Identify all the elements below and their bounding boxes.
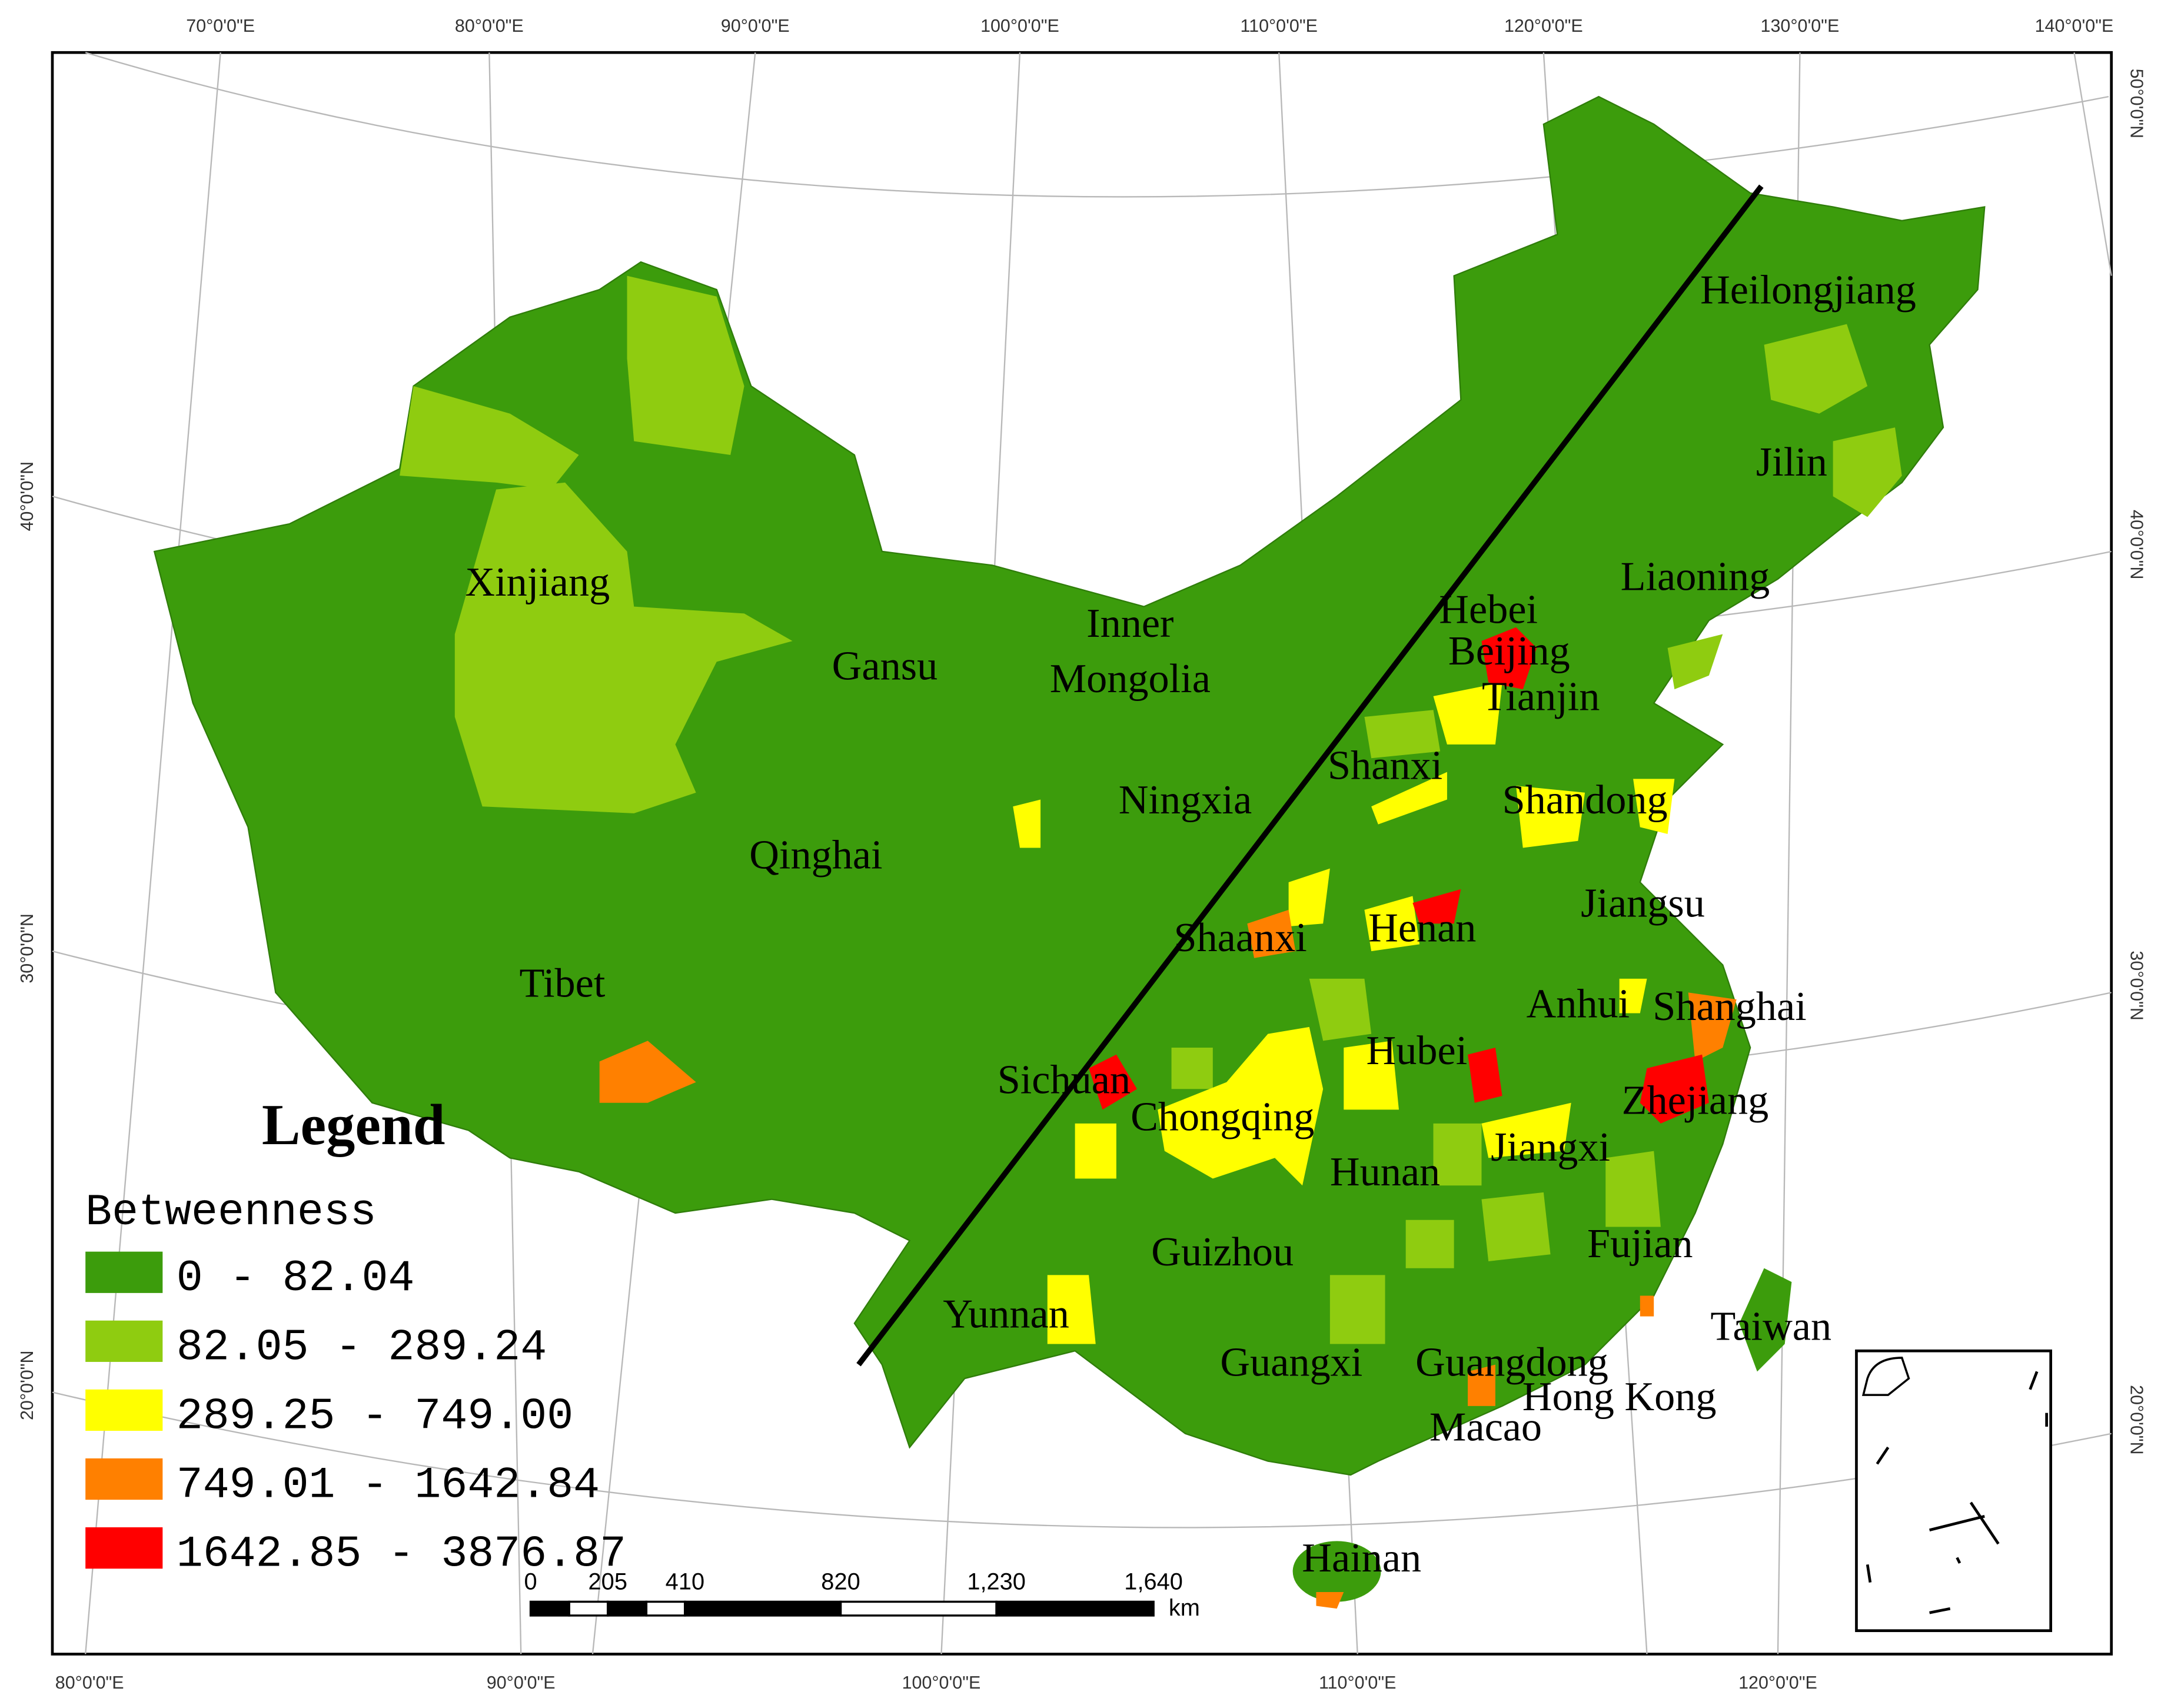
region-label: Hebei: [1439, 587, 1538, 633]
region-label: Macao: [1429, 1404, 1542, 1450]
scale-segment: [568, 1600, 609, 1617]
graticule-label: 40°0'0"N: [17, 461, 37, 531]
inset-outline: [1861, 1357, 1910, 1396]
graticule-label: 30°0'0"N: [17, 913, 37, 983]
inset-islands: [1866, 1371, 2048, 1614]
region-label: Liaoning: [1621, 554, 1770, 600]
inset-frame: [1855, 1349, 2052, 1632]
legend-swatch: [85, 1458, 163, 1500]
graticule-label: 90°0'0"E: [721, 16, 790, 36]
scale-segment: [995, 1600, 1155, 1617]
graticule-label: 50°0'0"N: [2126, 69, 2146, 138]
legend-label: 289.25 - 749.00: [177, 1391, 573, 1441]
graticule-label: 130°0'0"E: [1761, 16, 1840, 36]
scale-label: 410: [666, 1569, 704, 1594]
graticule-label: 80°0'0"E: [455, 16, 524, 36]
legend-label: 82.05 - 289.24: [177, 1322, 547, 1373]
region-label: Guangdong: [1415, 1339, 1608, 1385]
region-label: Hainan: [1302, 1535, 1421, 1581]
region-label: Hunan: [1330, 1149, 1440, 1195]
region-labels: Heilongjiang Jilin Liaoning Xinjiang Hebei In…: [465, 267, 1916, 1580]
graticule-label: 30°0'0"N: [2126, 951, 2146, 1020]
region-label: Ningxia: [1119, 777, 1252, 823]
china-map: [153, 95, 1986, 1609]
graticule-label: 90°0'0"E: [487, 1673, 556, 1693]
legend-field: Betweenness: [85, 1188, 377, 1238]
graticule-labels: 70°0'0"E 80°0'0"E 90°0'0"E 100°0'0"E 110°0'0…: [17, 16, 2146, 1693]
region-label: Mongolia: [1050, 656, 1211, 702]
graticule-label: 100°0'0"E: [902, 1673, 981, 1693]
graticule-label: 140°0'0"E: [2035, 16, 2114, 36]
legend: Legend Betweenness 0 - 82.04 82.05 - 289.24…: [85, 1093, 626, 1580]
scale-segment: [606, 1600, 648, 1617]
scale-label: 1,640: [1124, 1569, 1183, 1594]
region-label: Gansu: [832, 643, 938, 689]
graticule-label: 20°0'0"N: [17, 1351, 37, 1420]
legend-label: 0 - 82.04: [177, 1254, 415, 1304]
region-label: Shanxi: [1328, 742, 1442, 788]
region-label: Yunnan: [943, 1291, 1069, 1337]
legend-swatch: [85, 1389, 163, 1431]
graticule-label: 110°0'0"E: [1240, 16, 1317, 36]
region-label: Henan: [1368, 905, 1476, 951]
region-label: Inner: [1086, 600, 1173, 646]
graticule-label: 80°0'0"E: [55, 1673, 124, 1693]
region-label: Qinghai: [749, 832, 882, 878]
legend-swatch: [85, 1320, 163, 1362]
region-label: Beijing: [1448, 628, 1570, 674]
scale-segment: [529, 1600, 570, 1617]
region-label: Sichuan: [998, 1056, 1131, 1102]
region-label: Shandong: [1502, 777, 1668, 823]
scale-label: 1,230: [967, 1569, 1026, 1594]
region-label: Guangxi: [1220, 1339, 1362, 1385]
graticule-label: 120°0'0"E: [1738, 1673, 1817, 1693]
region-label: Anhui: [1527, 981, 1630, 1027]
region-label: Heilongjiang: [1700, 267, 1916, 313]
class-patches: [400, 275, 1902, 1609]
graticule-label: 70°0'0"E: [186, 16, 255, 36]
region-label: Tianjin: [1482, 673, 1600, 719]
region-label: Taiwan: [1710, 1303, 1831, 1349]
hainan-island: [1292, 1541, 1381, 1602]
region-label: Hubei: [1367, 1028, 1468, 1074]
region-label: Tibet: [520, 960, 606, 1006]
taiwan-island: [1739, 1268, 1792, 1372]
region-label: Guizhou: [1151, 1229, 1294, 1275]
legend-swatch: [85, 1527, 163, 1569]
scale-label: 205: [589, 1569, 627, 1594]
region-label: Jiangsu: [1581, 880, 1705, 926]
region-label: Jilin: [1756, 439, 1827, 485]
region-label: Hong Kong: [1522, 1374, 1717, 1420]
graticule-label: 40°0'0"N: [2126, 510, 2146, 579]
region-label: Chongqing: [1131, 1094, 1314, 1140]
scale-segment: [645, 1600, 686, 1617]
region-label: Shanghai: [1653, 983, 1806, 1029]
legend-label: 1642.85 - 3876.87: [177, 1530, 626, 1580]
region-label: Zhejiang: [1622, 1077, 1769, 1123]
hu-line: [856, 184, 1764, 1367]
scale-segment: [684, 1600, 842, 1617]
region-label: Xinjiang: [465, 559, 610, 605]
region-label: Jiangxi: [1491, 1124, 1610, 1170]
region-label: Shaanxi: [1173, 915, 1306, 961]
scale-segment: [839, 1600, 998, 1617]
legend-swatch: [85, 1251, 163, 1293]
scale-unit: km: [1169, 1595, 1200, 1621]
scale-label: 0: [524, 1569, 537, 1594]
legend-title: Legend: [262, 1093, 445, 1157]
graticule-label: 110°0'0"E: [1319, 1673, 1396, 1693]
region-label: Fujian: [1587, 1221, 1693, 1267]
legend-label: 749.01 - 1642.84: [177, 1460, 600, 1510]
graticule-label: 20°0'0"N: [2126, 1385, 2146, 1454]
inset: [1855, 1349, 2052, 1632]
scale-label: 820: [821, 1569, 860, 1594]
graticule-label: 100°0'0"E: [980, 16, 1059, 36]
graticule-label: 120°0'0"E: [1504, 16, 1583, 36]
